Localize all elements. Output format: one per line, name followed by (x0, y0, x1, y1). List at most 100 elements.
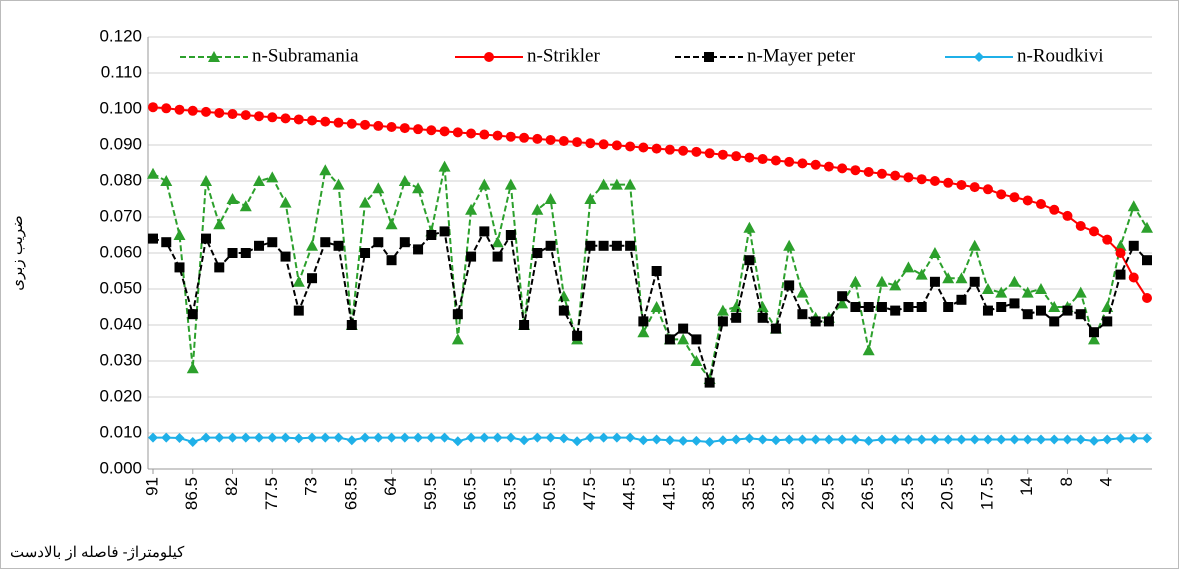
point (744, 255, 755, 266)
point (638, 316, 649, 327)
point (558, 305, 569, 316)
point (1035, 199, 1046, 210)
point (466, 432, 477, 443)
point (279, 196, 292, 208)
point (850, 165, 861, 176)
point (678, 145, 689, 156)
point (783, 239, 796, 251)
point (1075, 434, 1086, 445)
point (292, 275, 305, 287)
point (651, 434, 662, 445)
point (161, 432, 172, 443)
point (333, 432, 344, 443)
point (1035, 434, 1046, 445)
point (584, 193, 597, 204)
point (319, 164, 332, 176)
point (360, 119, 371, 130)
point (625, 432, 636, 443)
point (254, 240, 265, 251)
point (174, 262, 185, 273)
point (1114, 239, 1127, 251)
legend-marker (974, 52, 984, 62)
point (996, 434, 1007, 445)
series-line (152, 106, 1148, 299)
point (1088, 226, 1099, 237)
point (837, 434, 848, 445)
point (916, 434, 927, 445)
point (148, 432, 158, 443)
point (479, 226, 490, 237)
point (585, 432, 596, 443)
point (691, 146, 702, 157)
point (491, 236, 504, 248)
point (837, 291, 848, 302)
point (744, 433, 755, 444)
point (558, 136, 569, 147)
point (439, 126, 450, 137)
point (1142, 433, 1152, 444)
point (717, 435, 728, 446)
point (890, 305, 901, 316)
point (638, 435, 649, 446)
point (214, 262, 225, 273)
x-tick-label: 26.5 (858, 477, 877, 510)
point (201, 233, 212, 244)
point (691, 334, 702, 345)
point (585, 138, 596, 149)
point (915, 268, 928, 280)
point (863, 435, 874, 446)
x-tick-label: 20.5 (938, 477, 957, 510)
point (504, 178, 517, 190)
point (187, 309, 198, 320)
x-tick-label: 32.5 (779, 477, 798, 510)
x-tick-label: 91 (142, 477, 161, 496)
point (267, 237, 278, 248)
point (863, 302, 874, 312)
y-tick-label: 0.040 (99, 314, 142, 333)
point (862, 344, 875, 356)
x-tick-label: 56.5 (461, 477, 480, 510)
x-tick-label: 47.5 (580, 477, 599, 510)
point (743, 221, 756, 233)
point (452, 127, 463, 138)
point (664, 435, 675, 446)
x-tick-label: 8 (1057, 477, 1076, 486)
point (386, 122, 397, 132)
point (716, 304, 729, 316)
point (360, 248, 371, 258)
point (1034, 283, 1047, 294)
point (889, 279, 902, 291)
point (730, 301, 743, 312)
point (823, 161, 834, 172)
y-tick-label: 0.060 (99, 242, 142, 261)
point (651, 266, 662, 276)
y-tick-label: 0.050 (99, 278, 142, 297)
point (545, 432, 556, 443)
point (399, 432, 410, 443)
point (1062, 210, 1073, 221)
point (227, 248, 238, 258)
point (903, 302, 914, 312)
point (333, 117, 344, 128)
point (492, 432, 503, 443)
point (1142, 293, 1152, 303)
point (916, 302, 927, 312)
series-line (153, 436, 1147, 444)
point (293, 305, 304, 316)
point (266, 171, 279, 183)
point (757, 154, 768, 165)
y-tick-label: 0.020 (99, 386, 142, 405)
point (1009, 298, 1020, 309)
point (1102, 434, 1113, 445)
point (532, 432, 543, 443)
point (942, 272, 955, 284)
point (929, 176, 940, 186)
point (1022, 309, 1033, 320)
x-tick-label: 64 (381, 477, 400, 496)
point (174, 104, 185, 115)
x-tick-label: 50.5 (540, 477, 559, 510)
y-tick-label: 0.000 (99, 458, 142, 477)
point (148, 233, 158, 244)
